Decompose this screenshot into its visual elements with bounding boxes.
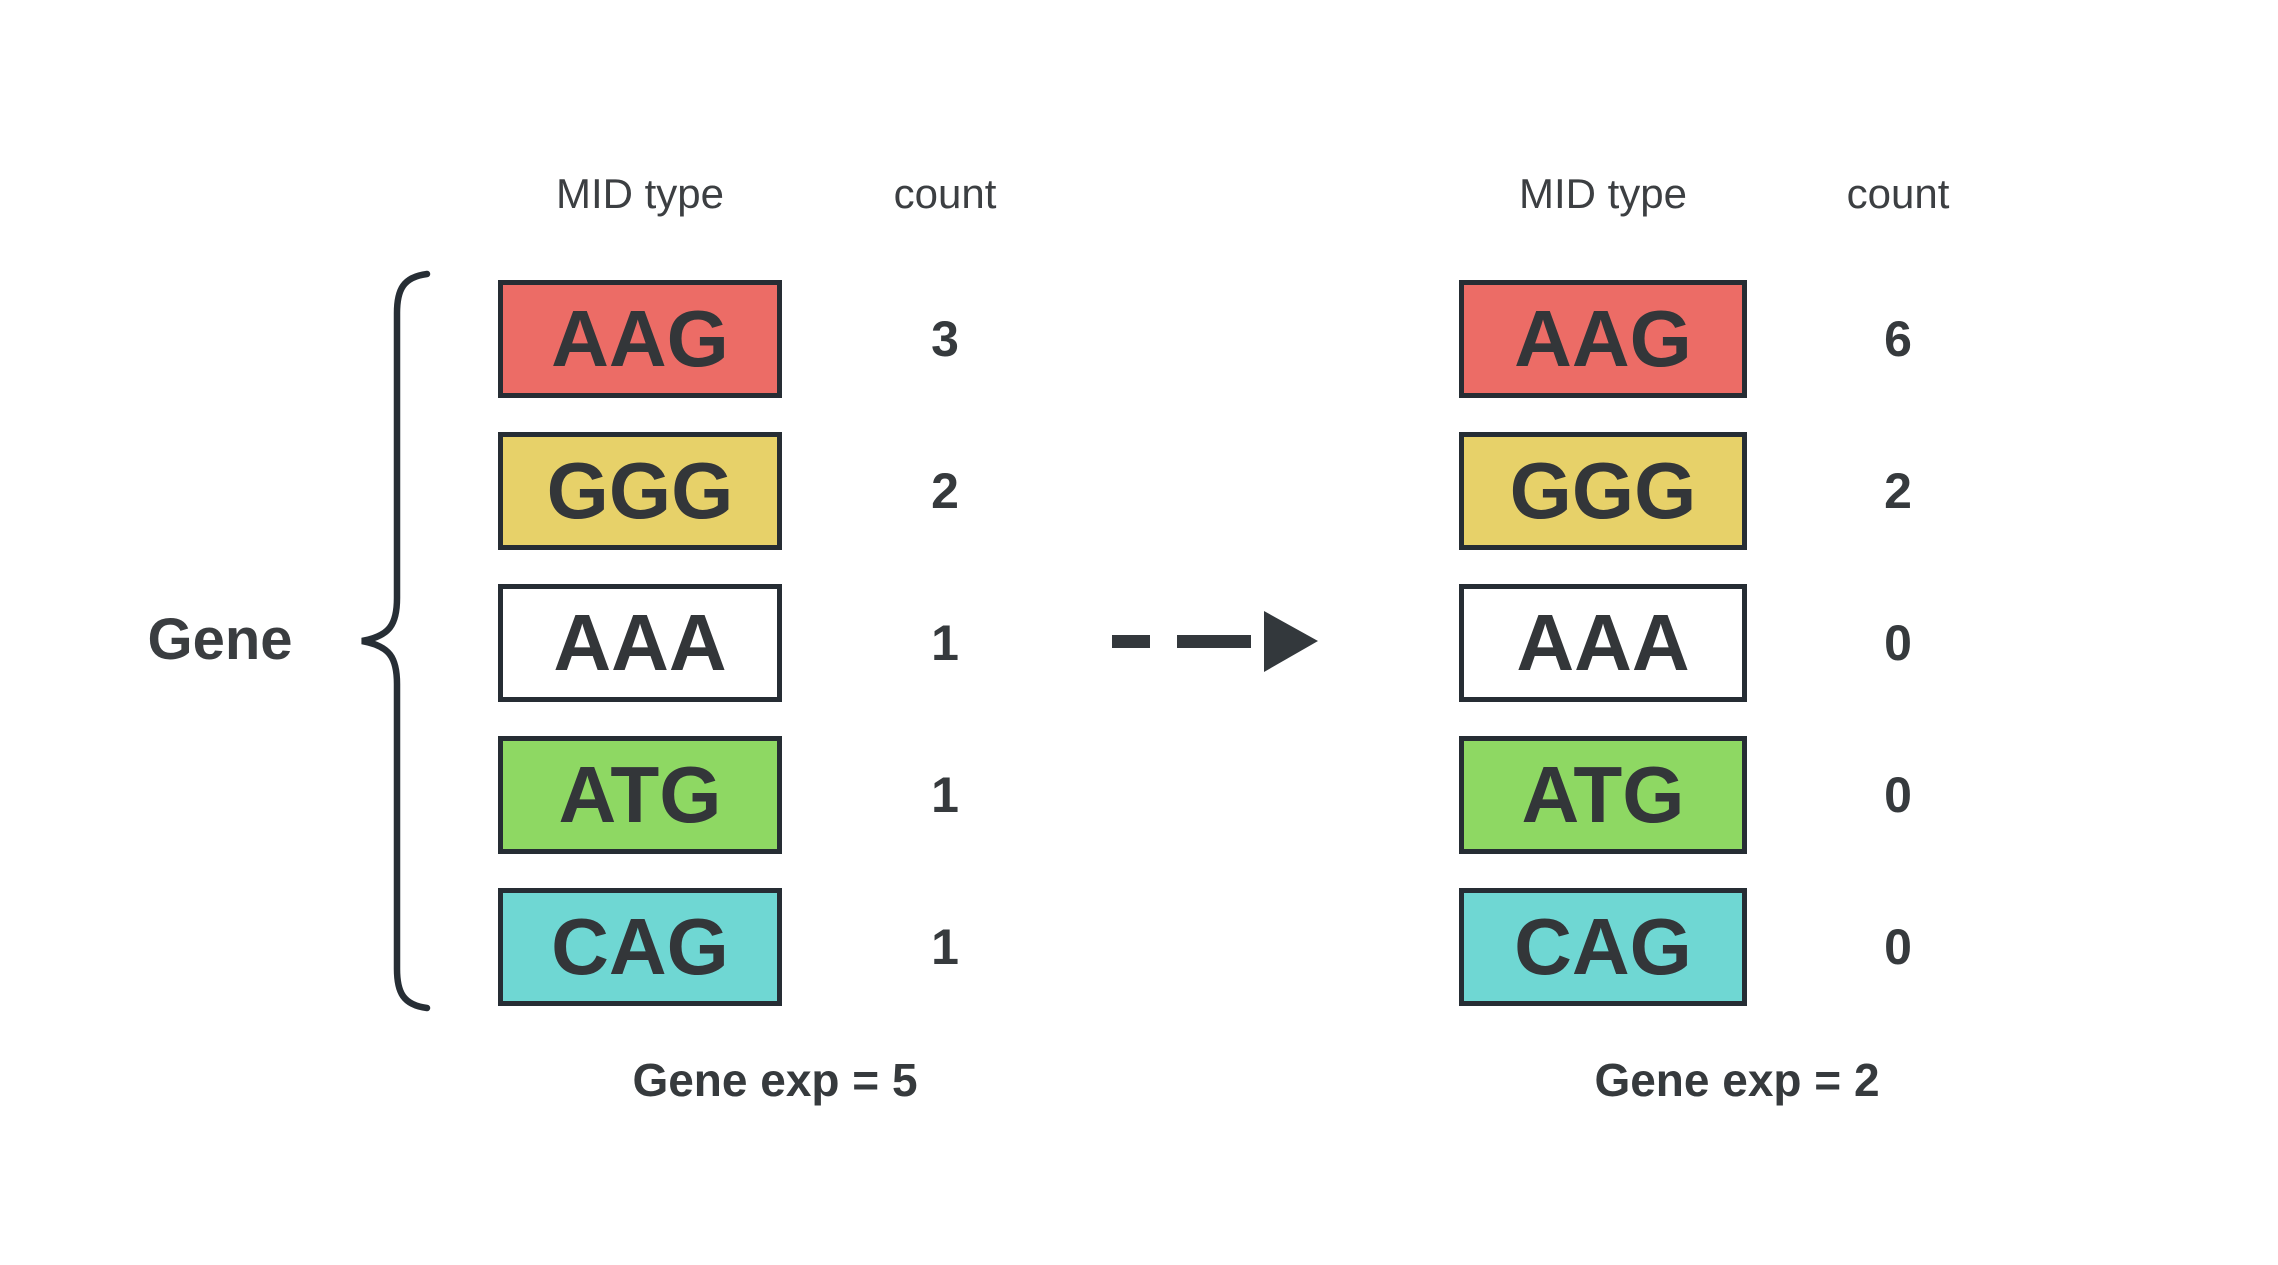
right-mid-box-aaa: AAA (1459, 584, 1747, 702)
left-count-ggg: 2 (931, 463, 959, 519)
left-count-aaa: 1 (931, 615, 959, 671)
left-count-aag: 3 (931, 311, 959, 367)
right-gene-exp-label: Gene exp = 2 (1594, 1054, 1880, 1106)
right-count-cag: 0 (1884, 919, 1912, 975)
right-mid-type-header: MID type (1518, 170, 1688, 217)
gene-label: Gene (147, 606, 293, 672)
left-mid-box-ggg: GGG (498, 432, 782, 550)
left-count-atg: 1 (931, 767, 959, 823)
left-mid-box-cag: CAG (498, 888, 782, 1006)
right-count-aag: 6 (1884, 311, 1912, 367)
right-mid-box-aag: AAG (1459, 280, 1747, 398)
right-mid-box-cag: CAG (1459, 888, 1747, 1006)
left-count-header: count (893, 170, 997, 217)
right-mid-box-atg: ATG (1459, 736, 1747, 854)
left-mid-box-aag: AAG (498, 280, 782, 398)
right-mid-box-ggg: GGG (1459, 432, 1747, 550)
left-gene-exp-label: Gene exp = 5 (632, 1054, 918, 1106)
right-count-aaa: 0 (1884, 615, 1912, 671)
left-mid-box-aaa: AAA (498, 584, 782, 702)
right-count-ggg: 2 (1884, 463, 1912, 519)
left-mid-type-header: MID type (555, 170, 725, 217)
right-count-atg: 0 (1884, 767, 1912, 823)
right-count-header: count (1846, 170, 1950, 217)
left-mid-box-atg: ATG (498, 736, 782, 854)
left-count-cag: 1 (931, 919, 959, 975)
